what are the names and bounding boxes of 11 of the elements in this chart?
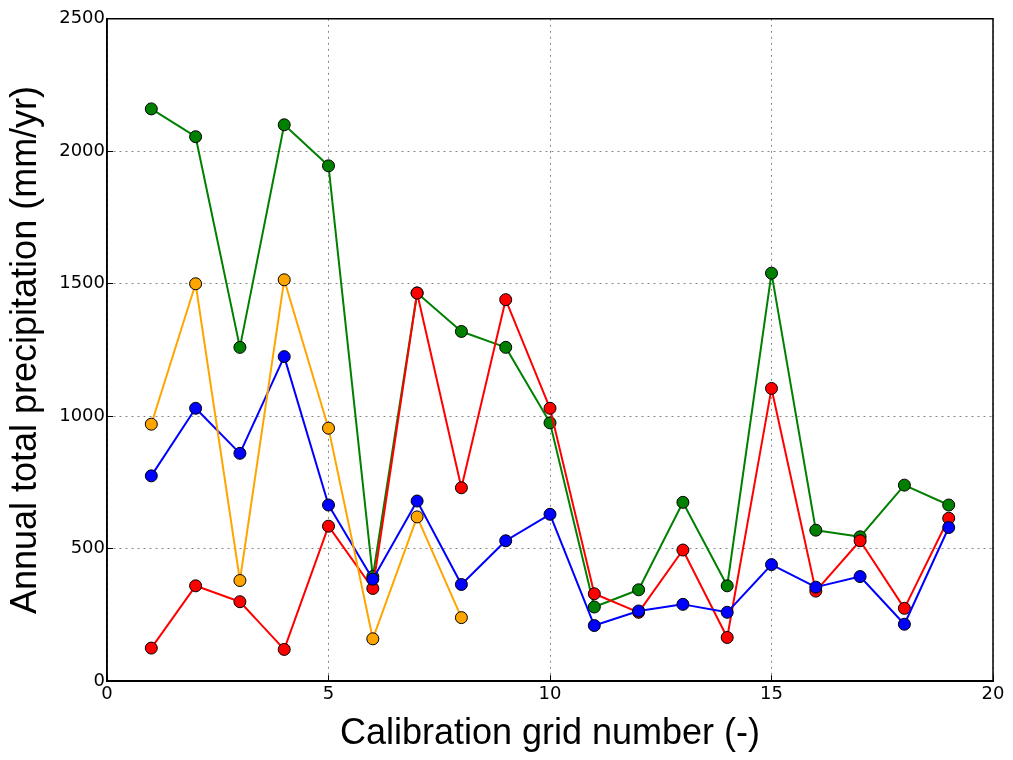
x-tick-label: 10 xyxy=(538,681,562,703)
y-tick-label: 1000 xyxy=(59,403,106,425)
x-axis-title: Calibration grid number (-) xyxy=(339,711,761,753)
y-tick-label: 2000 xyxy=(59,138,106,160)
x-tick-label: 15 xyxy=(760,681,783,703)
y-tick-label: 500 xyxy=(70,536,106,558)
x-tick-label: 20 xyxy=(981,681,1005,703)
y-axis-title: Annual total precipitation (mm/yr) xyxy=(2,85,44,615)
y-tick-label: 1500 xyxy=(59,271,106,293)
x-tick-label: 5 xyxy=(322,681,335,703)
y-tick-label: 2500 xyxy=(59,6,106,28)
